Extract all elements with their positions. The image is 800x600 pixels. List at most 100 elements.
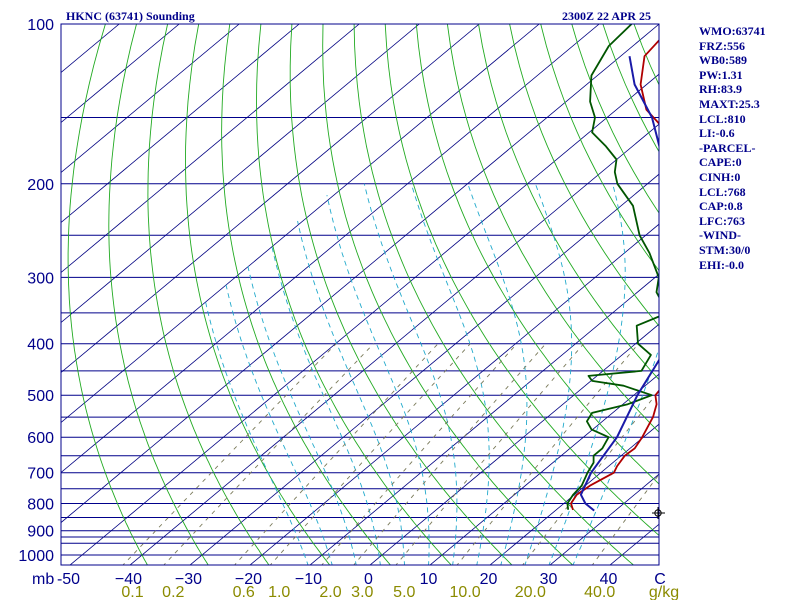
moist-adiabat-line [247, 265, 357, 565]
temp-tick-label: 10 [420, 571, 438, 588]
mixing-ratio-tick-label: 10.0 [450, 584, 481, 600]
isotherm-line [61, 24, 360, 274]
mixing-ratio-line [163, 343, 374, 565]
isotherm-line [549, 473, 659, 565]
moist-adiabat-line [204, 299, 309, 565]
stat-line: MAXT:25.3 [699, 96, 760, 111]
temp-tick-label: −10 [295, 571, 322, 588]
pressure-tick-label: 300 [27, 270, 54, 287]
isotherm-line [61, 24, 659, 524]
dry-adiabat-line [108, 24, 209, 565]
moist-adiabat-line [270, 244, 381, 565]
dry-adiabat-line [67, 24, 148, 565]
temp-tick-label: 20 [480, 571, 498, 588]
isotherm-line [61, 24, 480, 374]
mixing-ratio-line [269, 343, 471, 565]
temperature-line [570, 39, 659, 511]
dry-adiabat-line [509, 24, 659, 327]
pressure-tick-label: 600 [27, 430, 54, 447]
mixing-ratio-line [522, 390, 659, 565]
isotherm-line [61, 24, 240, 174]
moist-adiabat-line [297, 220, 405, 565]
moist-adiabat-line [467, 183, 528, 565]
stat-line: WB0:589 [699, 53, 747, 68]
stat-line: WMO:63741 [699, 24, 766, 38]
temp-tick-label: 0 [364, 571, 373, 588]
moist-adiabat-line [572, 347, 659, 565]
mixing-ratio-line [591, 473, 659, 565]
isotherm-line [489, 423, 659, 565]
mixing-ratio-line [395, 343, 585, 565]
mixing-ratio-tick-label: 2.0 [319, 584, 341, 600]
isotherm-line [61, 24, 420, 324]
stat-line: PW:1.31 [699, 67, 743, 82]
isotherm-line [309, 273, 659, 565]
mixing-ratio-tick-label: 0.2 [162, 584, 184, 600]
isotherm-line [0, 24, 59, 566]
stat-line: RH:83.9 [699, 82, 742, 97]
mixing-ratio-line [321, 343, 518, 565]
temp-tick-label: 30 [540, 571, 558, 588]
mixing-ratio-line [122, 343, 337, 565]
moist-adiabat-line [524, 183, 573, 565]
dry-adiabat-line [221, 24, 392, 565]
isotherm-line [61, 24, 600, 474]
surface-marker [652, 507, 665, 519]
moist-adiabat-line [548, 183, 626, 565]
isotherm-line [129, 123, 659, 565]
dry-adiabat-line [322, 24, 574, 565]
mixing-ratio-line [234, 343, 439, 565]
chart-time: 2300Z 22 APR 25 [562, 9, 652, 23]
stat-line: LCL:810 [699, 111, 746, 126]
dry-adiabat-line [256, 24, 452, 565]
isotherm-line [369, 323, 659, 565]
pressure-tick-label: 400 [27, 337, 54, 354]
mixing-ratio-tick-label: 1.0 [268, 584, 290, 600]
temp-tick-label: −40 [115, 571, 142, 588]
moist-adiabat-line [363, 183, 458, 565]
isotherm-line [429, 373, 659, 565]
isotherm-line [69, 73, 659, 565]
stat-line: FRZ:556 [699, 38, 745, 53]
plot-frame [60, 23, 660, 566]
moist-adiabat-line [410, 183, 490, 565]
temp-tick-label: 40 [600, 571, 618, 588]
isotherm-line [249, 223, 659, 565]
dry-adiabat-line [384, 24, 659, 536]
mixing-ratio-tick-label: 40.0 [584, 584, 615, 600]
dry-adiabat-line [147, 24, 270, 565]
isotherm-line [61, 24, 180, 124]
mixing-ratio-tick-label: 20.0 [515, 584, 546, 600]
temp-unit-label: C [654, 571, 666, 588]
pressure-tick-label: 700 [27, 466, 54, 483]
stat-line: -WIND- [699, 228, 741, 243]
upper-band [61, 24, 659, 118]
mixing-ratio-tick-label: 3.0 [351, 584, 373, 600]
dry-adiabat-line [415, 24, 659, 485]
parcel-line [579, 56, 659, 512]
mixing-ratio-tick-label: 0.6 [233, 584, 255, 600]
pressure-tick-label: 500 [27, 388, 54, 405]
dry-adiabat-line [353, 24, 635, 565]
mixing-ratio-tick-label: 5.0 [393, 584, 415, 600]
pressure-tick-label: 800 [27, 497, 54, 514]
stat-line: STM:30/0 [699, 242, 751, 257]
dry-adiabat-line [289, 24, 513, 565]
mixing-ratio-line [456, 343, 639, 565]
mixing-ratio-unit-label: g/kg [649, 584, 679, 600]
pressure-tick-label: 200 [27, 177, 54, 194]
stat-line: LCL:768 [699, 184, 746, 199]
pressure-tick-label: 100 [27, 17, 54, 34]
stat-line: CAP:0.8 [699, 199, 743, 214]
stats-panel: WMO:63741 FRZ:556 WB0:589 PW:1.31 RH:83.9 MAX… [699, 24, 799, 272]
pressure-tick-label: 900 [27, 524, 54, 541]
stat-line: LFC:763 [699, 213, 745, 228]
pressure-unit-label: mb [32, 571, 54, 588]
mixing-ratio-tick-label: 0.1 [121, 584, 143, 600]
stat-line: EHI:-0.0 [699, 257, 744, 272]
temp-tick-label: -50 [57, 571, 80, 588]
dry-adiabat-line [540, 24, 659, 272]
plot-grid [0, 24, 659, 566]
stat-line: LI:-0.6 [699, 126, 735, 141]
